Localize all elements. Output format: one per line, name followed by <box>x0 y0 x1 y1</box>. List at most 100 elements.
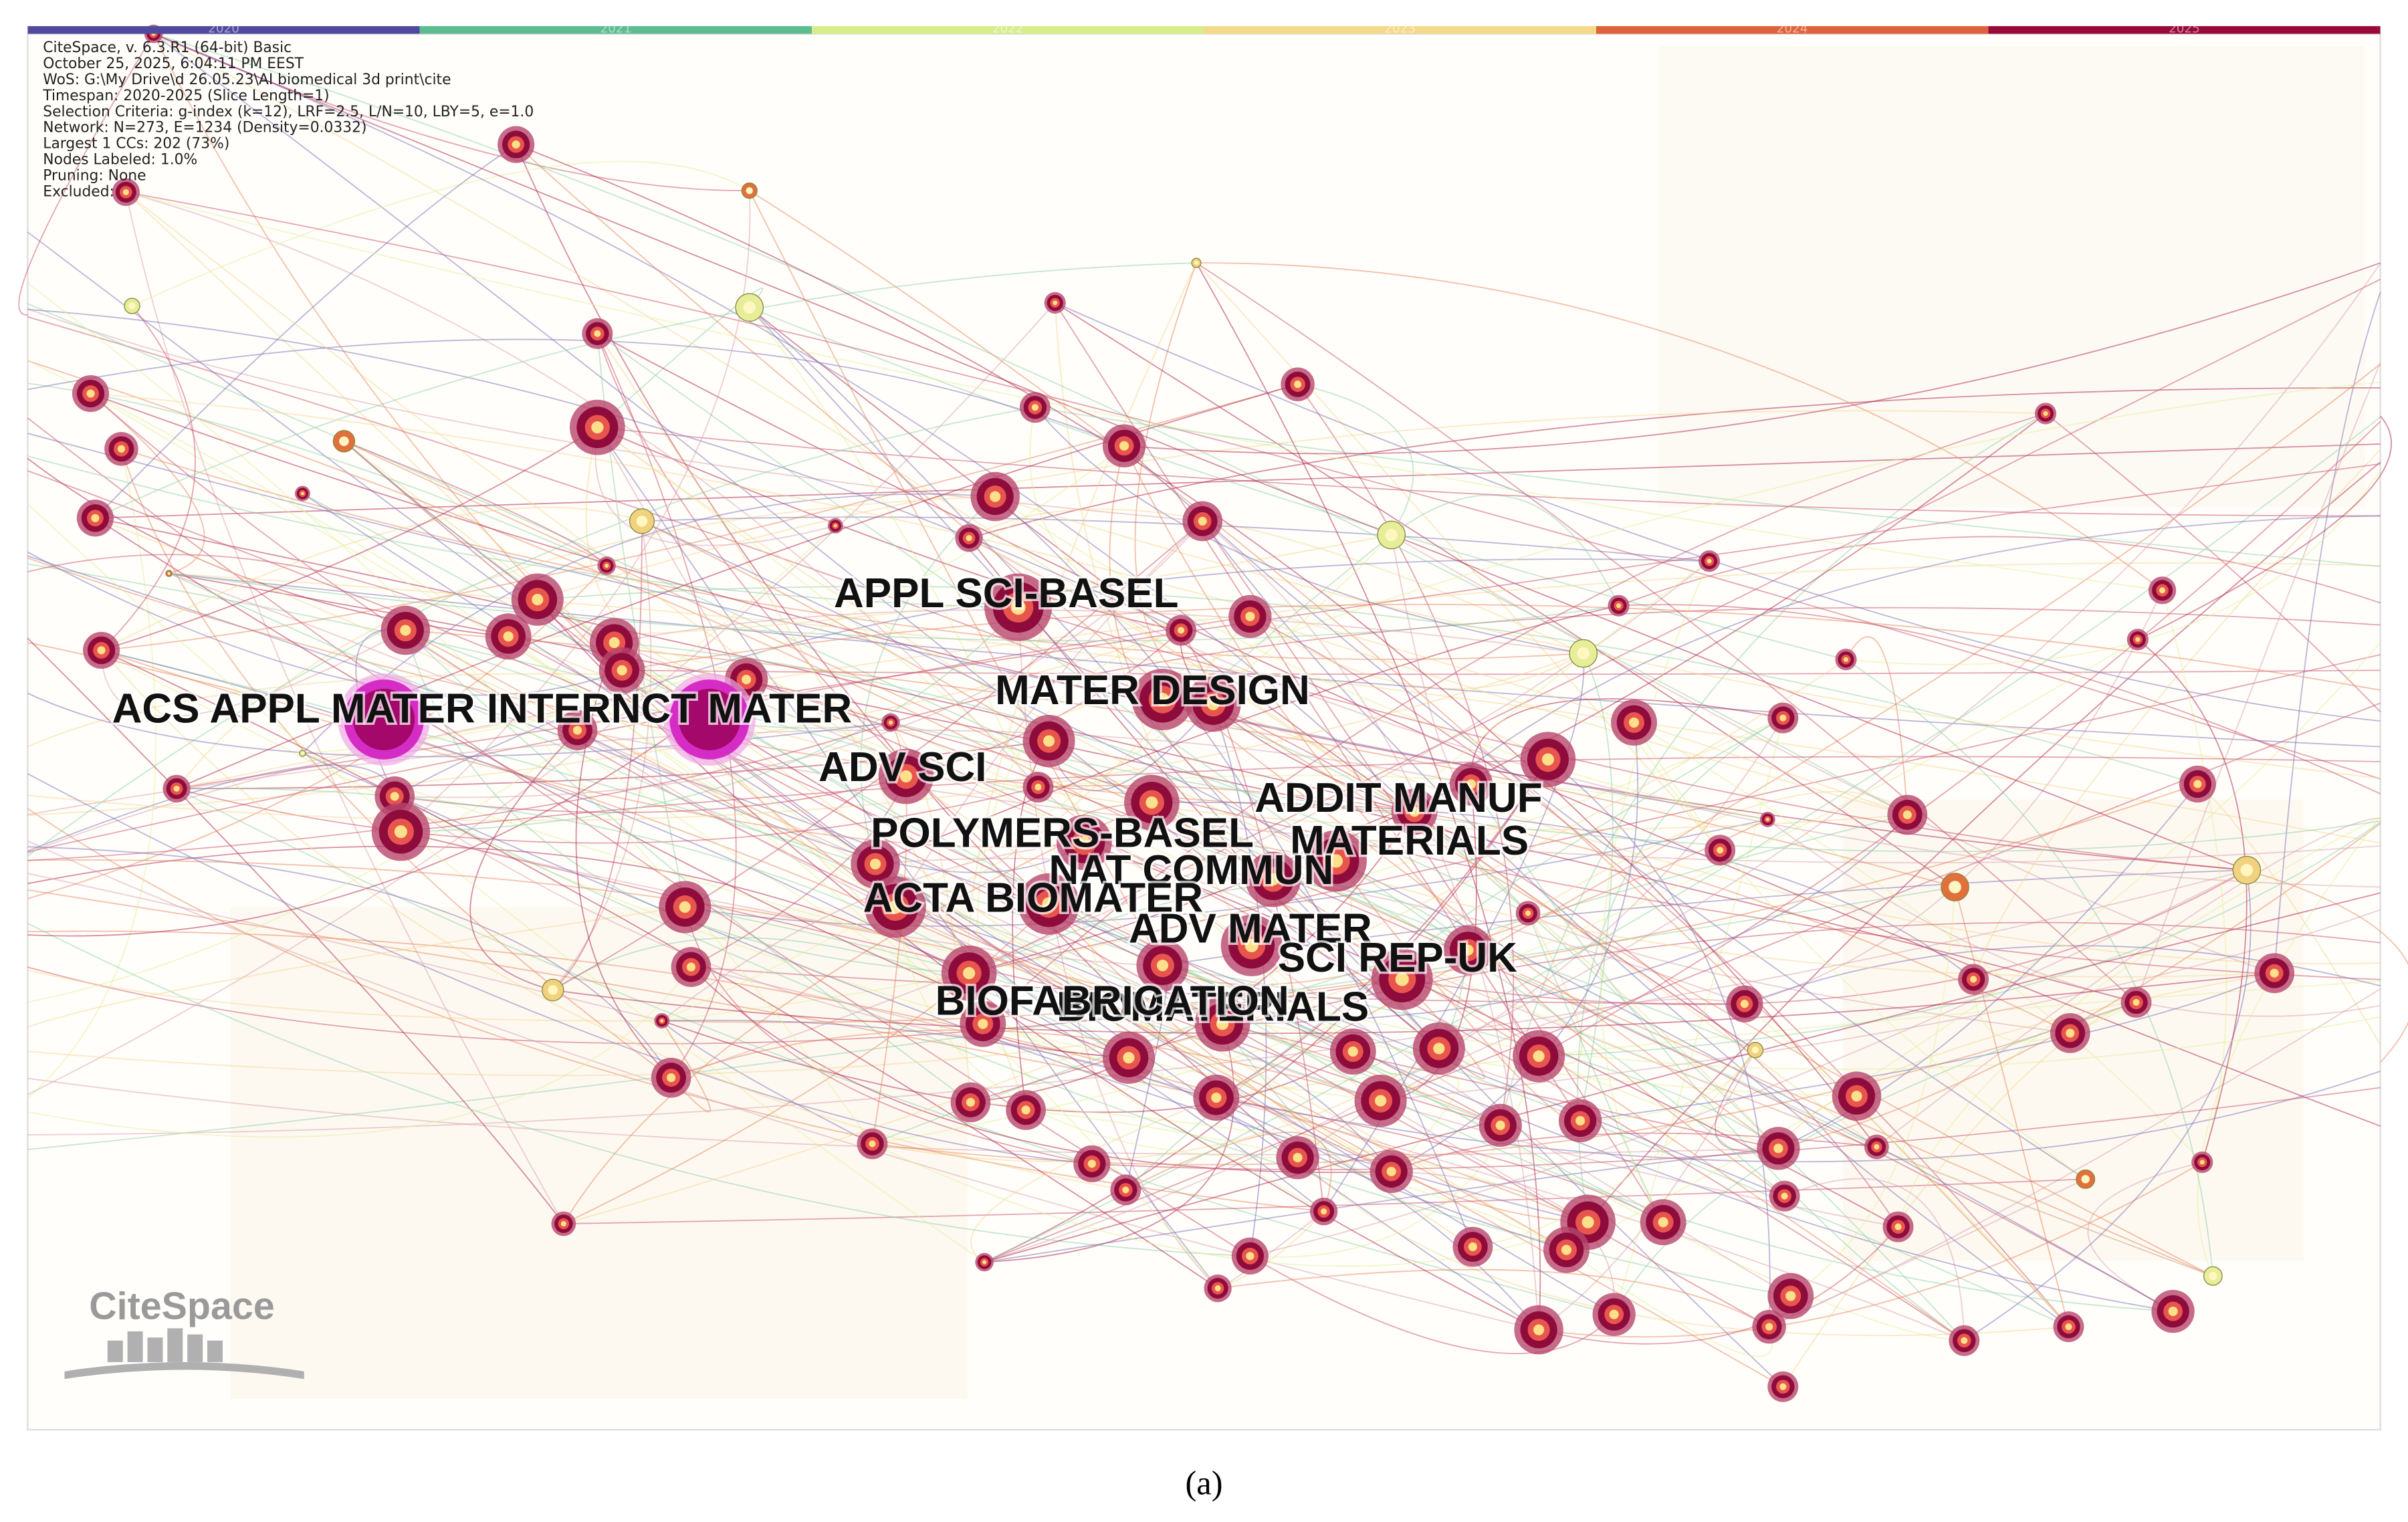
node <box>1231 1237 1269 1275</box>
node <box>165 570 173 577</box>
node <box>827 518 843 534</box>
node-core <box>1156 960 1169 972</box>
edge <box>1470 698 1783 784</box>
node <box>1182 501 1223 542</box>
node-core <box>1843 657 1848 662</box>
edge <box>1380 1075 1460 1172</box>
node-core <box>1525 910 1531 916</box>
node-core <box>660 1019 664 1023</box>
node-core <box>1329 854 1343 868</box>
node <box>1276 1135 1319 1180</box>
node <box>541 978 564 1002</box>
edge <box>1123 445 2086 1180</box>
edge <box>27 455 1018 609</box>
edge <box>394 796 1791 1297</box>
edge <box>596 333 1469 951</box>
node <box>511 573 564 626</box>
node <box>1726 985 1763 1022</box>
node <box>881 713 900 732</box>
node-core <box>1216 1018 1229 1030</box>
node-core <box>1628 717 1640 728</box>
node <box>1569 639 1598 668</box>
node-core <box>86 389 95 398</box>
node-core <box>1395 972 1409 986</box>
node-core <box>1970 976 1977 983</box>
edge <box>516 144 1779 1150</box>
node <box>1018 873 1080 935</box>
node-core <box>1433 1043 1445 1055</box>
node <box>1371 948 1433 1010</box>
edge <box>126 191 2163 591</box>
edge <box>27 906 685 1028</box>
edge <box>1212 703 2213 1277</box>
edge <box>27 338 1125 447</box>
node-core <box>117 445 125 453</box>
node <box>1949 1325 1980 1356</box>
node-core <box>2066 1028 2075 1038</box>
edge <box>661 839 1337 1022</box>
edge <box>2274 292 2381 974</box>
edge <box>101 649 1325 1212</box>
node <box>1559 1099 1602 1143</box>
edge <box>1018 607 2247 871</box>
node <box>1370 1150 1413 1194</box>
node <box>1391 788 1438 835</box>
edge <box>469 730 578 991</box>
node <box>1958 964 1989 995</box>
node-core <box>1961 1337 1968 1344</box>
node <box>1281 367 1315 402</box>
node-core <box>1781 1192 1788 1200</box>
node <box>1305 830 1367 892</box>
node-core <box>742 675 752 685</box>
node <box>1124 774 1180 831</box>
edge <box>641 520 1965 1341</box>
node <box>1705 835 1736 866</box>
node-core <box>2159 587 2166 594</box>
node-core <box>1462 944 1474 956</box>
node-core <box>1717 847 1724 854</box>
node-core <box>1021 1105 1030 1115</box>
edge <box>94 144 517 519</box>
node <box>651 1057 691 1098</box>
edge <box>1029 407 1182 631</box>
node <box>1543 1226 1590 1273</box>
edge <box>970 921 2381 1103</box>
node-core <box>2065 1323 2072 1331</box>
node-core <box>548 985 558 995</box>
edge <box>95 443 2381 519</box>
node <box>76 500 114 537</box>
node <box>1767 1273 1814 1319</box>
node <box>1941 873 1969 901</box>
edge <box>596 333 737 1079</box>
node-core <box>503 631 514 642</box>
edge <box>1618 536 2381 607</box>
edge <box>875 605 1619 865</box>
node <box>2151 1289 2195 1333</box>
edge <box>27 565 607 899</box>
node <box>975 1253 994 1272</box>
node-core <box>2209 1271 2217 1281</box>
edge <box>984 1148 1779 1263</box>
node <box>629 508 655 534</box>
node-core <box>400 625 411 636</box>
node-core <box>617 665 627 675</box>
node <box>1449 762 1493 806</box>
edge <box>661 534 1392 1022</box>
edge <box>1124 262 2381 455</box>
node-core <box>1078 836 1091 849</box>
node <box>1102 1031 1156 1084</box>
hub-node <box>663 673 756 766</box>
edge <box>982 413 2046 1024</box>
node <box>1131 669 1194 731</box>
node <box>1479 1103 1522 1148</box>
node-core <box>1779 714 1787 722</box>
edge <box>641 516 1710 562</box>
node <box>1513 1030 1565 1083</box>
edge <box>895 520 1203 907</box>
edge <box>1123 445 1785 1197</box>
node-core <box>532 594 544 606</box>
node-core <box>743 301 756 314</box>
node <box>1515 901 1541 926</box>
node <box>1245 851 1301 907</box>
